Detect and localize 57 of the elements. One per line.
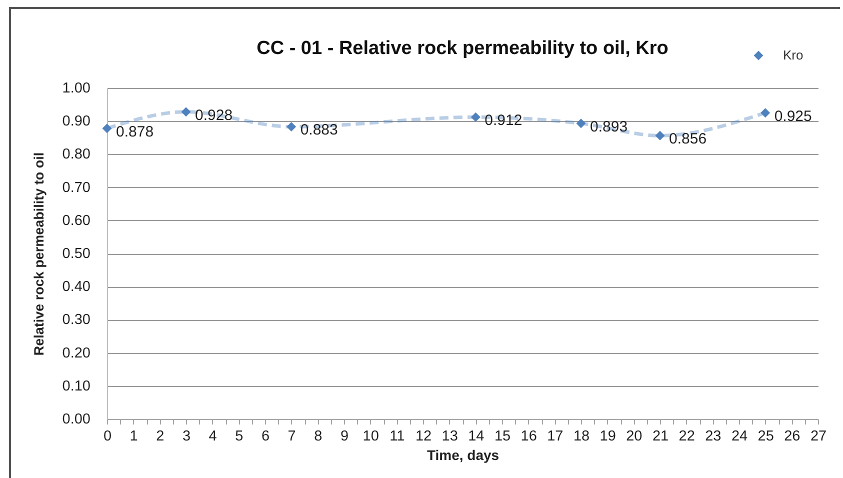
point	[655, 130, 665, 140]
x-tick-label: 0	[103, 428, 112, 444]
data-label: 0.912	[484, 112, 522, 130]
x-tick-label: 23	[705, 428, 722, 444]
x-tick-label: 18	[573, 428, 590, 444]
point	[576, 118, 586, 128]
x-tick-label: 10	[362, 428, 379, 444]
legend-label: Kro	[783, 48, 804, 62]
x-tick-label: 13	[442, 428, 458, 444]
x-tick-label: 11	[390, 428, 405, 444]
point	[760, 108, 770, 118]
x-tick-label: 12	[415, 428, 432, 444]
x-tick-label: 14	[468, 428, 484, 444]
x-tick-label: 9	[340, 428, 349, 444]
x-tick-label: 25	[758, 428, 774, 444]
x-tick-label: 22	[678, 428, 695, 444]
x-axis-title: Time, days	[426, 447, 500, 463]
x-tick-label: 1	[130, 428, 138, 444]
x-tick-label: 27	[810, 428, 827, 444]
data-label: 0.928	[195, 106, 233, 124]
point	[102, 124, 112, 134]
y-tick-label: 0.10	[62, 378, 90, 394]
y-tick-label: 0.40	[62, 279, 90, 296]
x-tick-label: 16	[520, 428, 537, 444]
x-tick-label: 26	[784, 428, 800, 444]
data-label: 0.893	[590, 118, 628, 136]
y-tick-label: 1.00	[62, 80, 90, 96]
x-tick-label: 6	[261, 428, 270, 444]
x-tick-label: 8	[314, 428, 322, 444]
data-label: 0.883	[300, 122, 338, 139]
x-tick-label: 4	[208, 428, 217, 444]
data-label: 0.925	[774, 108, 812, 125]
x-tick-label: 17	[547, 428, 564, 444]
y-tick-label: 0.50	[62, 246, 90, 262]
point	[470, 112, 480, 122]
x-tick-label: 19	[600, 428, 616, 444]
x-tick-label: 5	[235, 428, 244, 444]
x-tick-label: 15	[494, 428, 511, 444]
y-tick-label: 0.30	[62, 312, 90, 328]
y-tick-label: 0.00	[62, 412, 90, 428]
y-tick-label: 0.60	[62, 212, 90, 229]
y-tick-label: 0.90	[62, 114, 90, 130]
point	[181, 107, 191, 117]
point	[286, 122, 296, 132]
data-label: 0.856	[669, 130, 707, 148]
x-tick-label: 24	[731, 428, 748, 444]
y-tick-label: 0.20	[62, 345, 90, 362]
x-tick-label: 3	[182, 428, 191, 444]
y-tick-label: 0.80	[62, 146, 90, 163]
x-tick-label: 2	[156, 428, 164, 444]
y-axis-title: Relative rock permeability to oil	[31, 152, 46, 356]
chart-title: CC - 01 - Relative rock permeability to oil, Kro	[256, 38, 668, 59]
x-tick-label: 20	[626, 428, 642, 444]
y-tick-label: 0.70	[62, 180, 90, 196]
x-tick-label: 21	[652, 428, 669, 444]
data-label: 0.878	[116, 123, 154, 140]
x-tick-label: 7	[288, 428, 296, 444]
